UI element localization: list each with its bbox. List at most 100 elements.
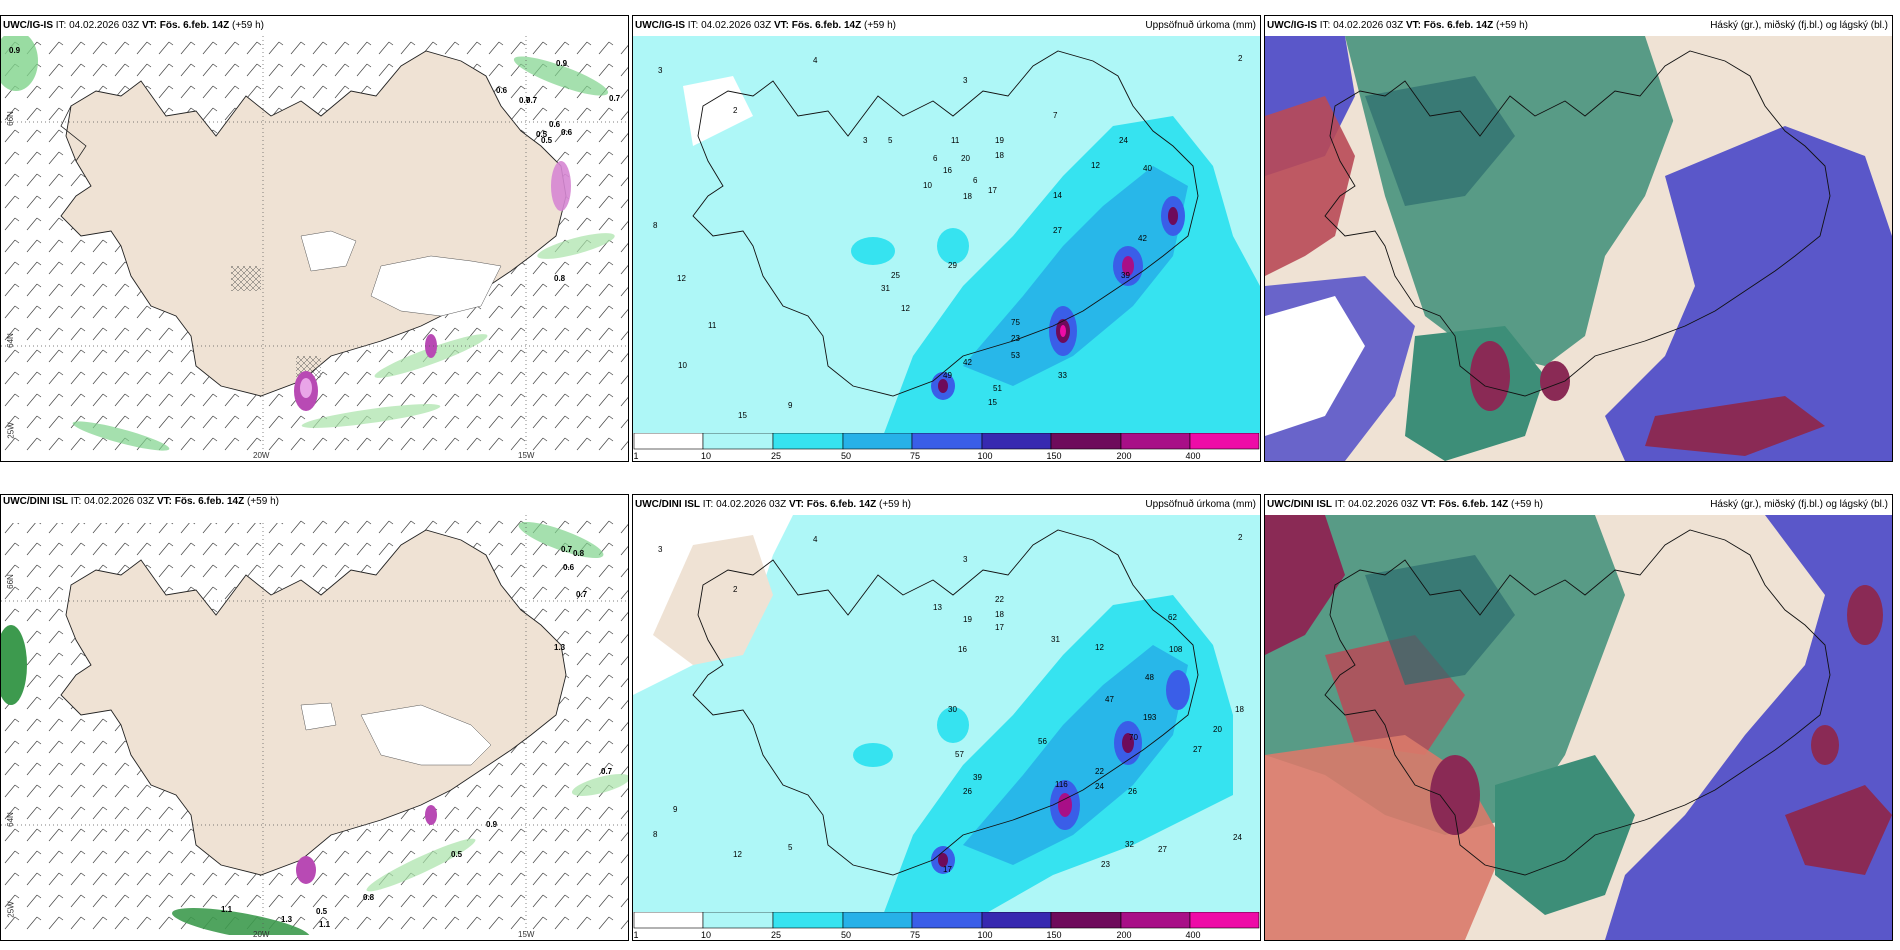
panel-top-right-cloud-map: UWC/IG-IS IT: 04.02.2026 03Z VT: Fös. 6.… <box>1264 15 1893 462</box>
map-value: 12 <box>1091 161 1100 170</box>
lead-time: (+59 h) <box>232 20 264 31</box>
panel-title: UWC/DINI ISL IT: 04.02.2026 03Z VT: Fös.… <box>1265 495 1892 515</box>
map-value: 0.6 <box>563 563 575 572</box>
init-label: IT: <box>70 496 82 507</box>
map-value: 3 <box>658 545 663 554</box>
init-time: 04.02.2026 03Z <box>69 20 140 31</box>
map-value: 30 <box>948 705 957 714</box>
map-value: 5 <box>788 843 793 852</box>
colorbar-label: 200 <box>1116 451 1132 461</box>
map-value: 0.9 <box>9 46 21 55</box>
map-value: 39 <box>973 773 982 782</box>
init-label: IT: <box>55 20 67 31</box>
map-canvas[interactable] <box>1265 515 1892 940</box>
lead-time: (+59 h) <box>247 496 279 507</box>
map-value: 31 <box>1051 635 1060 644</box>
map-value: 10 <box>923 181 932 190</box>
map-value: 0.9 <box>486 820 498 829</box>
map-value: 0.6 <box>496 86 508 95</box>
map-value: 17 <box>995 623 1004 632</box>
panel-title: UWC/IG-IS IT: 04.02.2026 03Z VT: Fös. 6.… <box>633 16 1260 36</box>
map-value: 3 <box>963 555 968 564</box>
map-value: 108 <box>1169 645 1183 654</box>
init-time: 04.02.2026 03Z <box>1348 499 1419 510</box>
colorbar-label: 100 <box>977 451 993 461</box>
map-value: 1.3 <box>281 915 293 924</box>
map-value: 33 <box>1058 371 1067 380</box>
map-value: 12 <box>733 850 742 859</box>
map-value: 32 <box>1125 840 1134 849</box>
lon-label-15w: 15W <box>518 930 535 939</box>
map-value: 193 <box>1143 713 1157 722</box>
lead-time: (+59 h) <box>1496 20 1528 31</box>
colorbar-label: 10 <box>700 930 712 940</box>
colorbar-label: 1 <box>633 451 639 461</box>
map-value: 26 <box>1128 787 1137 796</box>
init-time: 04.02.2026 03Z <box>1333 20 1404 31</box>
map-value: 13 <box>933 603 942 612</box>
map-canvas[interactable] <box>633 36 1260 436</box>
map-canvas[interactable] <box>633 515 1260 915</box>
map-value: 0.7 <box>609 94 621 103</box>
iceland-outline <box>692 529 1199 876</box>
map-value: 3 <box>963 76 968 85</box>
map-value: 4 <box>813 56 818 65</box>
colorbar-label: 100 <box>977 930 993 940</box>
valid-time: Fös. 6.feb. 14Z <box>159 20 230 31</box>
map-value: 6 <box>973 176 978 185</box>
map-value: 40 <box>1143 164 1152 173</box>
lat-label-66n: 66N <box>5 111 15 126</box>
panel-bottom-right-cloud-map: UWC/DINI ISL IT: 04.02.2026 03Z VT: Fös.… <box>1264 494 1893 941</box>
valid-label: VT: <box>788 499 804 510</box>
valid-label: VT: <box>1405 20 1421 31</box>
map-value: 20 <box>1213 725 1222 734</box>
map-value: 2 <box>733 106 738 115</box>
map-value: 24 <box>1095 782 1104 791</box>
map-value: 75 <box>1011 318 1020 327</box>
map-value: 0.5 <box>451 850 463 859</box>
model-name: UWC/IG-IS <box>3 20 53 31</box>
iceland-outline <box>692 50 1199 397</box>
panel-title: UWC/IG-IS IT: 04.02.2026 03Z VT: Fös. 6.… <box>1 16 628 36</box>
init-time: 04.02.2026 03Z <box>701 20 772 31</box>
map-value: 19 <box>963 615 972 624</box>
lon-label-15w: 15W <box>518 451 535 460</box>
map-value: 0.6 <box>549 120 561 129</box>
map-value: 11 <box>708 321 717 330</box>
map-value: 18 <box>995 151 1004 160</box>
map-value: 17 <box>943 865 952 874</box>
map-value: 18 <box>1235 705 1244 714</box>
map-value: 0.5 <box>536 130 548 139</box>
lead-time: (+59 h) <box>1511 499 1543 510</box>
panel-top-middle-precip-map: UWC/IG-IS IT: 04.02.2026 03Z VT: Fös. 6.… <box>632 15 1261 462</box>
map-value: 19 <box>995 136 1004 145</box>
map-value: 0.8 <box>363 893 375 902</box>
map-canvas[interactable] <box>1 515 628 935</box>
lat-label-25w: 25W <box>6 901 16 918</box>
map-value: 62 <box>1168 613 1177 622</box>
map-value: 0.6 <box>561 128 573 137</box>
map-value: 22 <box>1095 767 1104 776</box>
model-name: UWC/DINI ISL <box>3 496 68 507</box>
colorbar-label: 200 <box>1116 930 1132 940</box>
valid-label: VT: <box>773 20 789 31</box>
valid-label: VT: <box>1420 499 1436 510</box>
valid-time: Fös. 6.feb. 14Z <box>1438 499 1509 510</box>
map-value: 12 <box>901 304 910 313</box>
valid-time: Fös. 6.feb. 14Z <box>791 20 862 31</box>
colorbar-label: 1 <box>633 930 639 940</box>
panel-title: UWC/DINI ISL IT: 04.02.2026 03Z VT: Fös.… <box>633 495 1260 515</box>
map-value: 4 <box>813 535 818 544</box>
map-value: 27 <box>1053 226 1062 235</box>
map-value: 18 <box>995 610 1004 619</box>
map-value: 23 <box>1101 860 1110 869</box>
lat-label-25w: 25W <box>6 422 16 439</box>
map-canvas[interactable] <box>1265 36 1892 461</box>
field-title: Háský (gr.), miðský (fj.bl.) og lágský (… <box>1710 499 1888 510</box>
colorbar-swatches <box>633 432 1260 450</box>
map-canvas[interactable] <box>1 36 628 456</box>
map-value: 6 <box>933 154 938 163</box>
map-value: 24 <box>1119 136 1128 145</box>
init-label: IT: <box>1319 20 1331 31</box>
colorbar-label: 50 <box>840 930 852 940</box>
